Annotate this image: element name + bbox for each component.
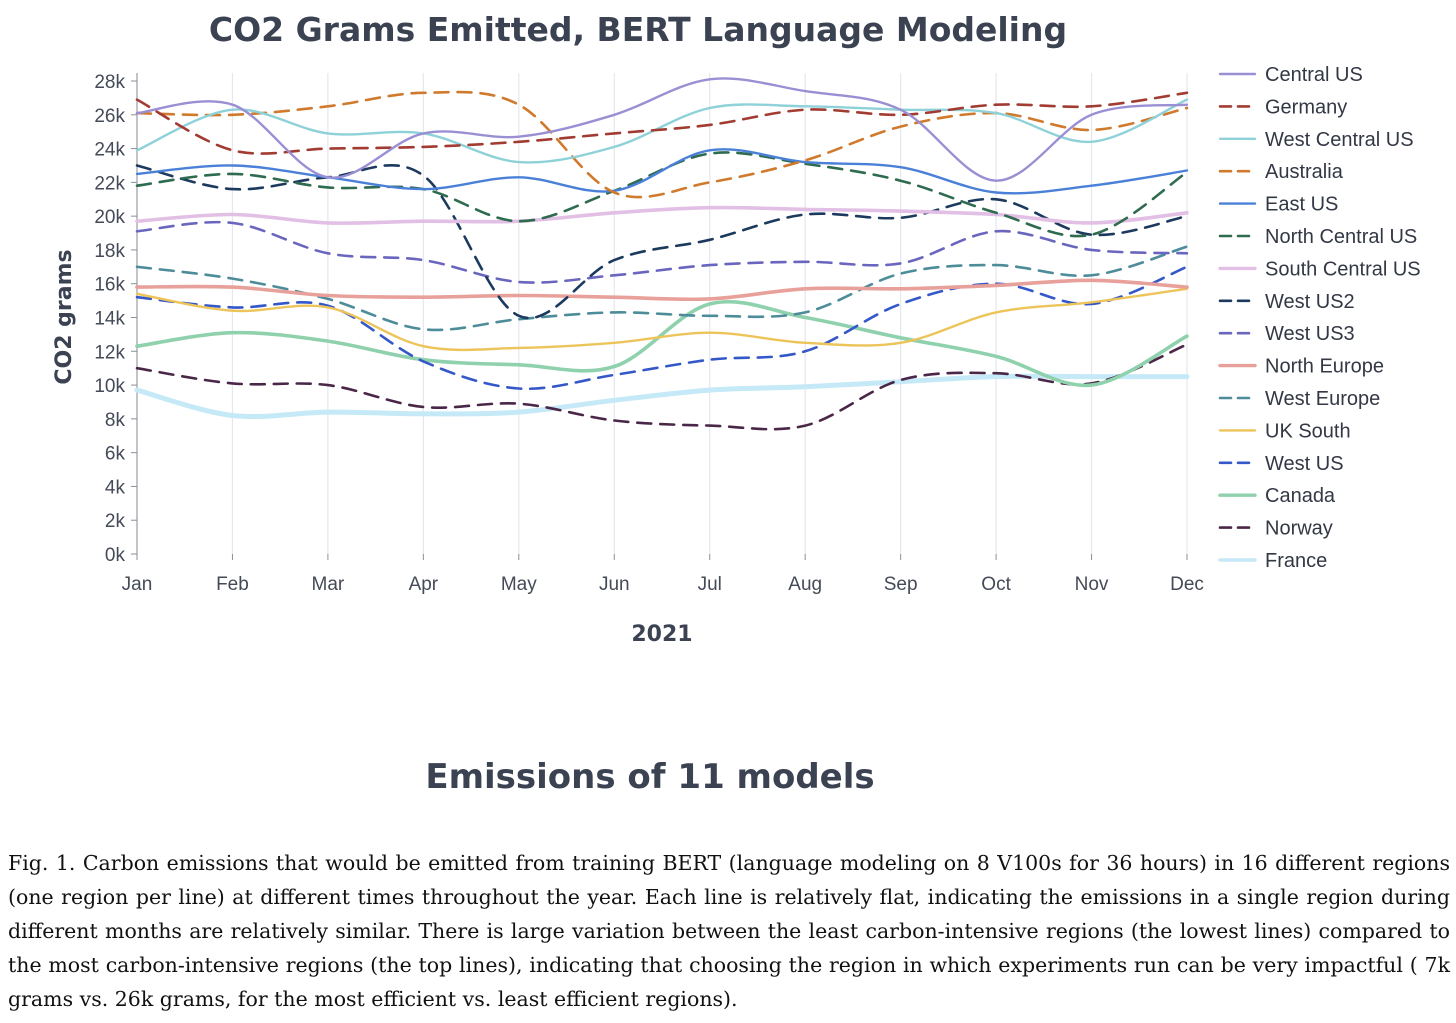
- series-line-west-central-us: [135, 98, 1189, 164]
- legend-label-france: France: [1265, 550, 1327, 572]
- y-tick-label: 26k: [94, 106, 125, 127]
- y-tick-label: 10k: [94, 376, 125, 397]
- x-tick-label: Jun: [599, 574, 630, 595]
- series-line-germany: [135, 91, 1189, 155]
- x-tick-label: Feb: [216, 574, 249, 595]
- x-tick-label: Apr: [409, 574, 439, 595]
- series-line-france: [134, 373, 1190, 420]
- x-tick-label: Mar: [312, 574, 345, 595]
- series-line-canada: [135, 299, 1189, 388]
- y-tick-label: 14k: [94, 309, 125, 330]
- series-line-central-us: [135, 77, 1189, 182]
- y-tick-label: 0k: [105, 545, 126, 566]
- y-tick-label: 20k: [94, 207, 125, 228]
- x-tick-label: Nov: [1075, 574, 1109, 595]
- x-tick-label: Sep: [884, 574, 918, 595]
- series-line-west-us: [135, 265, 1189, 391]
- x-tick-label: Jan: [122, 574, 153, 595]
- x-tick-label: May: [501, 574, 537, 595]
- x-tick-label: Aug: [788, 574, 822, 595]
- legend-label-australia: Australia: [1265, 161, 1344, 183]
- x-tick-label: Oct: [981, 574, 1011, 595]
- series-line-norway: [135, 343, 1189, 431]
- y-tick-label: 8k: [105, 410, 126, 431]
- series-line-west-europe: [135, 245, 1189, 332]
- series-line-north-europe: [135, 278, 1189, 302]
- series-line-north-central-us: [135, 151, 1189, 238]
- y-tick-label: 24k: [94, 140, 125, 161]
- y-tick-label: 22k: [94, 173, 125, 194]
- legend-label-south-central-us: South Central US: [1265, 258, 1421, 280]
- series-line-australia: [135, 90, 1189, 199]
- legend-label-east-us: East US: [1265, 194, 1338, 216]
- legend: Central US Germany West Central US Australi…: [1218, 64, 1421, 572]
- y-tick-label: 12k: [94, 342, 125, 363]
- legend-label-north-europe: North Europe: [1265, 356, 1384, 378]
- y-tick-label: 2k: [105, 511, 126, 532]
- x-tick-label: Jul: [698, 574, 722, 595]
- figure-subtitle: Emissions of 11 models: [425, 757, 875, 797]
- legend-label-canada: Canada: [1265, 485, 1336, 507]
- figure-caption: Fig. 1. Carbon emissions that would be e…: [8, 851, 1450, 1011]
- legend-label-central-us: Central US: [1265, 64, 1363, 86]
- legend-label-west-europe: West Europe: [1265, 388, 1380, 410]
- legend-label-west-us2: West US2: [1265, 291, 1355, 313]
- x-axis-label: 2021: [631, 622, 692, 647]
- series-line-uk-south: [135, 287, 1189, 352]
- series-lines: [134, 77, 1190, 431]
- emissions-line-chart: CO2 Grams Emitted, BERT Language Modelin…: [52, 10, 1421, 647]
- y-tick-label: 6k: [105, 444, 126, 465]
- y-tick-label: 18k: [94, 241, 125, 262]
- legend-label-west-central-us: West Central US: [1265, 129, 1414, 151]
- legend-label-west-us: West US: [1265, 453, 1344, 475]
- series-line-south-central-us: [135, 205, 1189, 225]
- legend-label-norway: Norway: [1265, 518, 1333, 540]
- legend-label-north-central-us: North Central US: [1265, 226, 1417, 248]
- x-tick-label: Dec: [1170, 574, 1204, 595]
- y-axis-label: CO2 grams: [52, 249, 77, 384]
- series-line-west-us3: [135, 220, 1189, 284]
- axes: Jan Feb Mar Apr May Jun Jul Aug Sep Oct Nov Dec 0k 2k…: [94, 72, 1204, 595]
- y-tick-label: 16k: [94, 275, 125, 296]
- legend-label-west-us3: West US3: [1265, 323, 1355, 345]
- chart-title: CO2 Grams Emitted, BERT Language Modelin…: [209, 10, 1067, 49]
- legend-label-uk-south: UK South: [1265, 420, 1351, 442]
- y-tick-label: 28k: [94, 72, 125, 93]
- y-tick-label: 4k: [105, 477, 126, 498]
- legend-label-germany: Germany: [1265, 96, 1347, 118]
